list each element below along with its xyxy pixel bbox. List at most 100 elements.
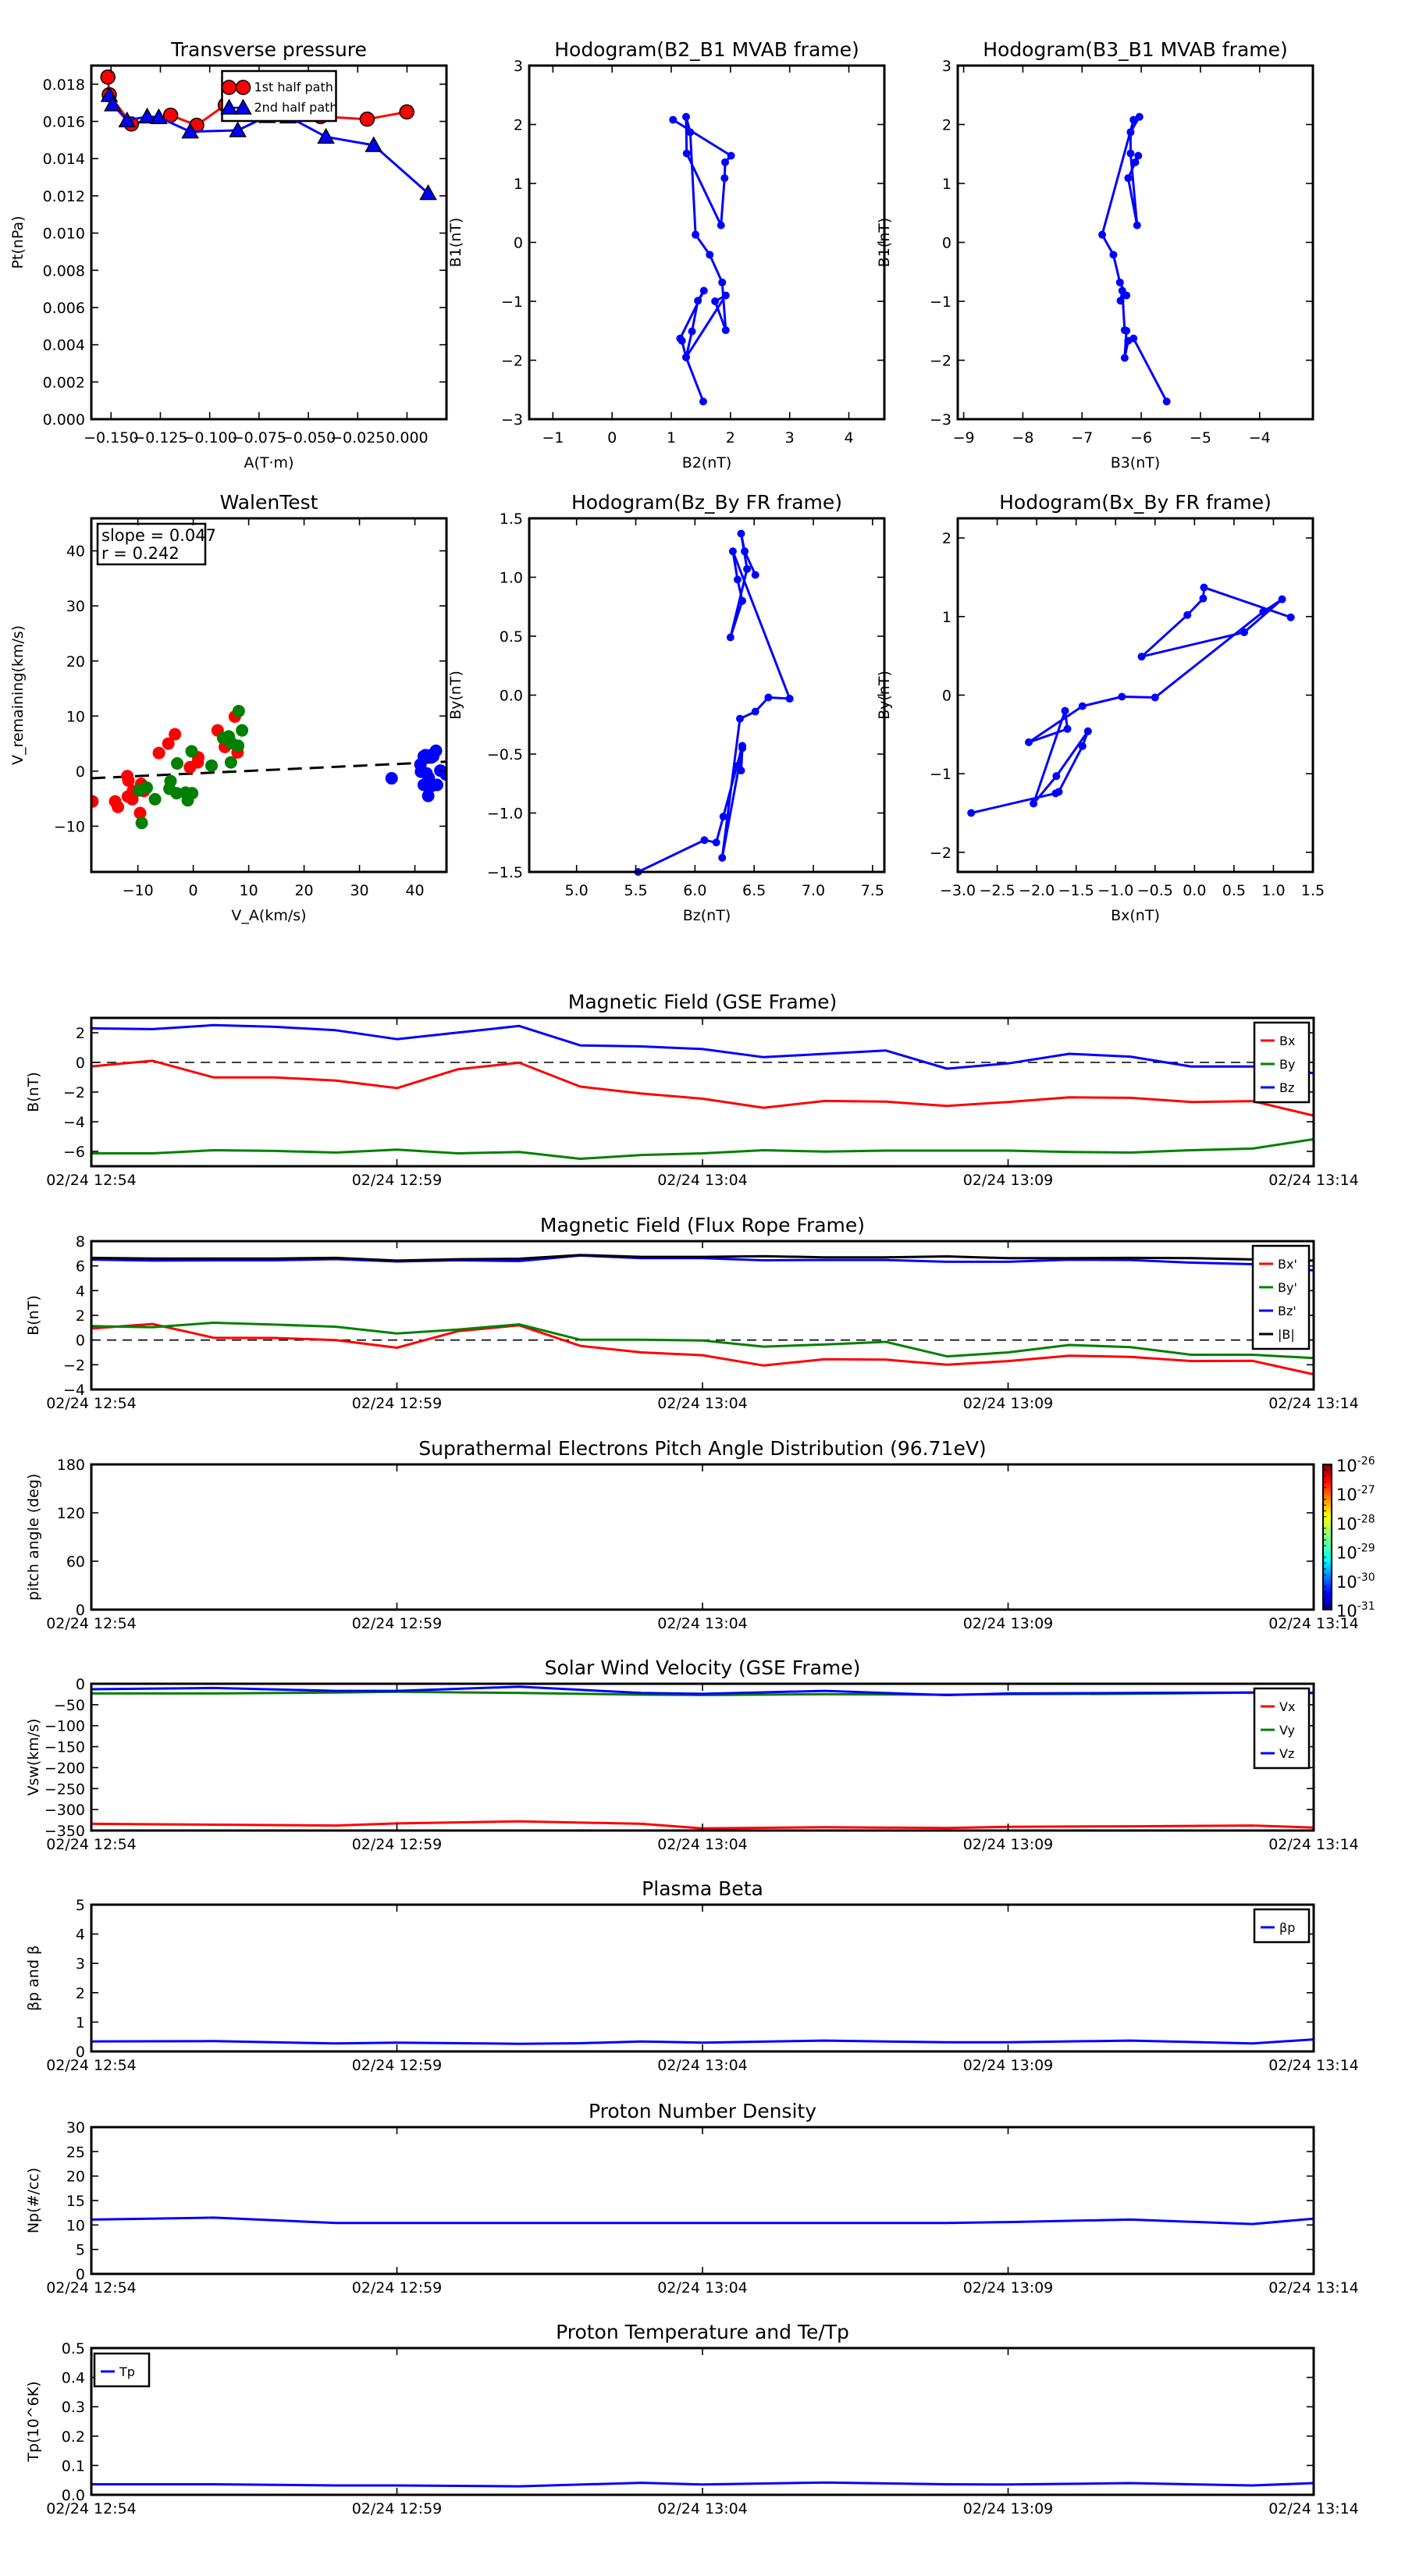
x-tick-label: −2.5 — [979, 882, 1015, 899]
data-point — [1052, 772, 1061, 781]
x-tick-label: −0.025 — [330, 429, 385, 447]
legend-item: Bz' — [1259, 1304, 1297, 1318]
scatter-point — [133, 806, 147, 820]
data-point — [718, 853, 727, 862]
y-tick-label: 0 — [942, 688, 951, 705]
series-line — [91, 2038, 1314, 2045]
y-tick-label: 0 — [76, 1332, 85, 1350]
series-Bx — [91, 1059, 1314, 1117]
chart-title: Hodogram(B2_B1 MVAB frame) — [554, 38, 859, 61]
data-point — [694, 297, 702, 305]
data-point — [737, 767, 745, 775]
scatter-point — [232, 739, 245, 753]
data-point — [1135, 112, 1144, 121]
data-point — [733, 575, 742, 584]
x-tick-label: −0.150 — [84, 429, 138, 447]
legend-label: 1st half path — [254, 80, 333, 94]
data-point — [686, 128, 695, 137]
y-tick-label: −2 — [63, 1084, 85, 1101]
series-B — [91, 1254, 1314, 1262]
y-tick-label: 0 — [76, 2266, 85, 2283]
legend-label: 2nd half path — [254, 100, 338, 115]
y-tick-label: 0.5 — [500, 628, 523, 646]
data-point — [138, 107, 156, 124]
data-point — [726, 633, 735, 642]
chart-solar-wind-velocity: 02/24 12:54 02/24 12:59 02/24 13:04 02/24 1… — [25, 1656, 1359, 1853]
axes-frame — [956, 517, 1314, 873]
y-tick-label: −2 — [930, 845, 951, 862]
legend-item: |B| — [1259, 1327, 1295, 1342]
x-axis-label: A(T·m) — [244, 454, 294, 471]
chart-title: Magnetic Field (GSE Frame) — [568, 991, 837, 1013]
x-tick-label: 02/24 13:09 — [963, 2500, 1054, 2517]
data-point — [721, 291, 730, 300]
y-axis-label: Tp(10^6K) — [25, 2381, 42, 2462]
y-tick-label: 15 — [66, 2193, 85, 2210]
y-tick-label: 20 — [66, 2169, 85, 2186]
y-tick-label: 8 — [76, 1233, 85, 1251]
series-line — [91, 1322, 1314, 1376]
data-point — [699, 286, 708, 295]
series-line — [91, 1059, 1314, 1117]
data-point — [104, 95, 122, 112]
scatter-point — [170, 787, 183, 800]
x-tick-label: 02/24 13:14 — [1268, 1615, 1359, 1632]
series-line — [91, 2216, 1314, 2226]
legend-item: Bx — [1261, 1034, 1295, 1048]
x-tick-label: 02/24 12:59 — [352, 1836, 443, 1853]
x-tick-label: 02/24 13:04 — [657, 1395, 748, 1412]
x-tick-label: 02/24 13:14 — [1268, 1172, 1359, 1189]
data-point — [699, 397, 707, 406]
data-point — [365, 136, 382, 152]
y-tick-label: 120 — [57, 1505, 85, 1522]
data-point — [785, 695, 794, 703]
series-blue — [385, 744, 446, 802]
x-tick-label: 02/24 13:09 — [963, 1395, 1054, 1412]
legend-box — [1253, 1021, 1311, 1104]
data-point — [737, 529, 745, 538]
colorbar-label-exponent: -31 — [1357, 1600, 1375, 1613]
legend-item: Tp — [101, 2364, 135, 2379]
data-point — [717, 221, 725, 229]
y-tick-label: 0.002 — [43, 374, 85, 391]
x-tick-label: −8 — [1012, 429, 1033, 447]
colorbar-label: 10-31 — [1336, 1600, 1375, 1621]
legend-label: By — [1279, 1057, 1295, 1072]
x-tick-label: 02/24 12:59 — [352, 2057, 443, 2074]
fit-line — [91, 760, 446, 780]
y-tick-label: −1 — [930, 294, 951, 311]
axes-frame — [90, 2347, 1315, 2496]
x-tick-label: 20 — [294, 882, 313, 899]
y-tick-label: 0.1 — [62, 2457, 85, 2475]
data-point — [692, 230, 700, 239]
legend-item: By' — [1259, 1280, 1297, 1295]
y-axis-label: pitch angle (deg) — [25, 1474, 42, 1601]
chart-mag-field-gse: 02/24 12:54 02/24 12:59 02/24 13:04 02/24 1… — [25, 991, 1359, 1189]
x-tick-label: 0 — [189, 882, 198, 899]
legend-box — [1253, 1687, 1311, 1770]
data-point — [1083, 727, 1092, 735]
series-Np — [91, 2216, 1314, 2226]
series-Bz — [91, 1023, 1314, 1075]
x-tick-label: −0.075 — [232, 429, 286, 447]
data-point — [1098, 230, 1107, 239]
y-tick-label: 0.4 — [62, 2370, 85, 2387]
legend: Bx By Bz — [1253, 1021, 1311, 1104]
data-point — [1116, 297, 1125, 305]
y-tick-label: 0.016 — [43, 114, 85, 131]
data-point — [738, 744, 746, 753]
data-point — [1183, 610, 1192, 619]
y-tick-label: 30 — [66, 598, 85, 615]
series-Bx — [91, 1322, 1314, 1376]
x-tick-label: 02/24 13:04 — [657, 2500, 748, 2517]
y-tick-label: 0.014 — [43, 151, 85, 168]
legend-label: Bx — [1279, 1034, 1295, 1048]
x-tick-label: 02/24 12:54 — [46, 1395, 137, 1412]
legend: Tp — [93, 2352, 151, 2388]
data-point — [1240, 628, 1249, 636]
scatter-point — [224, 756, 237, 769]
legend-item: 1st half path — [221, 80, 333, 95]
y-axis-label: V_remaining(km/s) — [9, 625, 27, 765]
data-point — [317, 127, 335, 144]
